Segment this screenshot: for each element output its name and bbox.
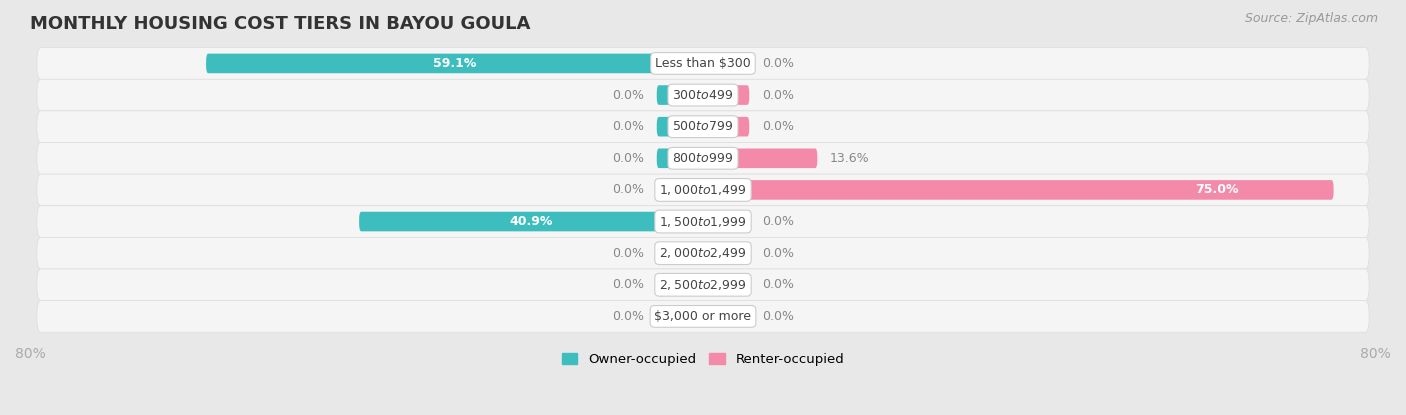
- Text: 0.0%: 0.0%: [762, 120, 794, 133]
- Text: 0.0%: 0.0%: [762, 278, 794, 291]
- Text: 0.0%: 0.0%: [762, 247, 794, 260]
- FancyBboxPatch shape: [359, 212, 703, 231]
- Text: Source: ZipAtlas.com: Source: ZipAtlas.com: [1244, 12, 1378, 25]
- Text: MONTHLY HOUSING COST TIERS IN BAYOU GOULA: MONTHLY HOUSING COST TIERS IN BAYOU GOUL…: [31, 15, 530, 33]
- Text: 13.6%: 13.6%: [830, 152, 869, 165]
- FancyBboxPatch shape: [37, 111, 1369, 142]
- Text: $300 to $499: $300 to $499: [672, 88, 734, 102]
- FancyBboxPatch shape: [37, 142, 1369, 174]
- Text: 0.0%: 0.0%: [612, 183, 644, 196]
- FancyBboxPatch shape: [37, 48, 1369, 79]
- FancyBboxPatch shape: [703, 307, 749, 326]
- FancyBboxPatch shape: [703, 117, 749, 137]
- Text: 0.0%: 0.0%: [612, 88, 644, 102]
- FancyBboxPatch shape: [657, 243, 703, 263]
- FancyBboxPatch shape: [657, 307, 703, 326]
- Text: 59.1%: 59.1%: [433, 57, 477, 70]
- FancyBboxPatch shape: [37, 237, 1369, 269]
- Text: 0.0%: 0.0%: [612, 310, 644, 323]
- Text: 75.0%: 75.0%: [1195, 183, 1239, 196]
- FancyBboxPatch shape: [703, 212, 749, 231]
- FancyBboxPatch shape: [37, 269, 1369, 300]
- Text: Less than $300: Less than $300: [655, 57, 751, 70]
- Text: 0.0%: 0.0%: [762, 88, 794, 102]
- Text: $1,500 to $1,999: $1,500 to $1,999: [659, 215, 747, 229]
- FancyBboxPatch shape: [703, 85, 749, 105]
- Text: $500 to $799: $500 to $799: [672, 120, 734, 133]
- FancyBboxPatch shape: [703, 180, 1333, 200]
- FancyBboxPatch shape: [657, 117, 703, 137]
- FancyBboxPatch shape: [657, 275, 703, 295]
- FancyBboxPatch shape: [37, 79, 1369, 111]
- FancyBboxPatch shape: [37, 300, 1369, 332]
- Text: 0.0%: 0.0%: [612, 120, 644, 133]
- FancyBboxPatch shape: [207, 54, 703, 73]
- FancyBboxPatch shape: [657, 149, 703, 168]
- Text: 0.0%: 0.0%: [612, 278, 644, 291]
- Text: $3,000 or more: $3,000 or more: [655, 310, 751, 323]
- Text: $2,500 to $2,999: $2,500 to $2,999: [659, 278, 747, 292]
- FancyBboxPatch shape: [703, 54, 749, 73]
- Text: 0.0%: 0.0%: [762, 57, 794, 70]
- FancyBboxPatch shape: [657, 85, 703, 105]
- FancyBboxPatch shape: [703, 243, 749, 263]
- Text: $800 to $999: $800 to $999: [672, 152, 734, 165]
- Text: 0.0%: 0.0%: [612, 152, 644, 165]
- Text: 0.0%: 0.0%: [612, 247, 644, 260]
- Text: 0.0%: 0.0%: [762, 215, 794, 228]
- FancyBboxPatch shape: [703, 149, 817, 168]
- FancyBboxPatch shape: [37, 206, 1369, 237]
- Legend: Owner-occupied, Renter-occupied: Owner-occupied, Renter-occupied: [557, 348, 849, 371]
- Text: 40.9%: 40.9%: [509, 215, 553, 228]
- Text: $1,000 to $1,499: $1,000 to $1,499: [659, 183, 747, 197]
- FancyBboxPatch shape: [657, 180, 703, 200]
- FancyBboxPatch shape: [703, 275, 749, 295]
- FancyBboxPatch shape: [37, 174, 1369, 206]
- Text: 0.0%: 0.0%: [762, 310, 794, 323]
- Text: $2,000 to $2,499: $2,000 to $2,499: [659, 246, 747, 260]
